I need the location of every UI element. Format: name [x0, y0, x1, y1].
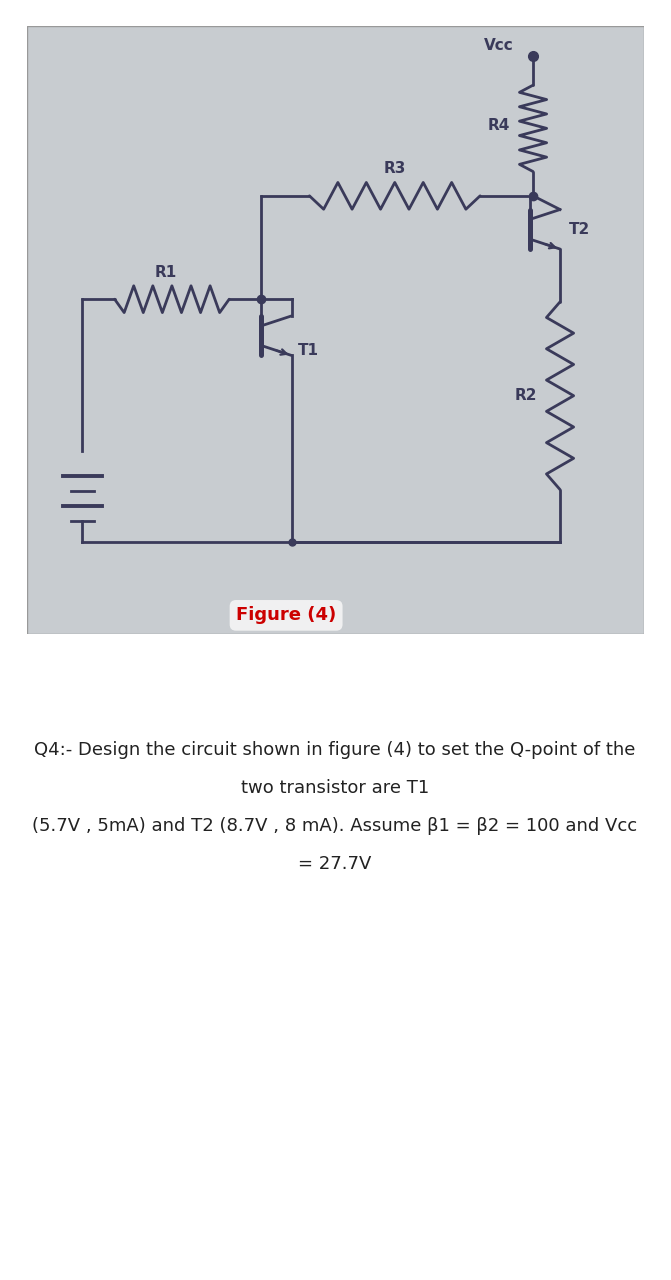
- Text: T2: T2: [569, 221, 590, 237]
- Text: (5.7V , 5mA) and T2 (8.7V , 8 mA). Assume β1 = β2 = 100 and Vcc: (5.7V , 5mA) and T2 (8.7V , 8 mA). Assum…: [32, 817, 637, 835]
- Text: R1: R1: [154, 265, 177, 280]
- Text: Figure (4): Figure (4): [236, 607, 336, 625]
- FancyBboxPatch shape: [27, 26, 644, 634]
- Text: R4: R4: [488, 118, 510, 133]
- Text: T1: T1: [298, 343, 319, 358]
- Text: R3: R3: [384, 161, 406, 177]
- Text: R2: R2: [515, 388, 537, 403]
- Text: two transistor are T1: two transistor are T1: [241, 780, 429, 797]
- Text: Vcc: Vcc: [484, 38, 514, 52]
- Text: Q4:- Design the circuit shown in figure (4) to set the Q-point of the: Q4:- Design the circuit shown in figure …: [34, 741, 635, 759]
- Text: = 27.7V: = 27.7V: [299, 855, 372, 873]
